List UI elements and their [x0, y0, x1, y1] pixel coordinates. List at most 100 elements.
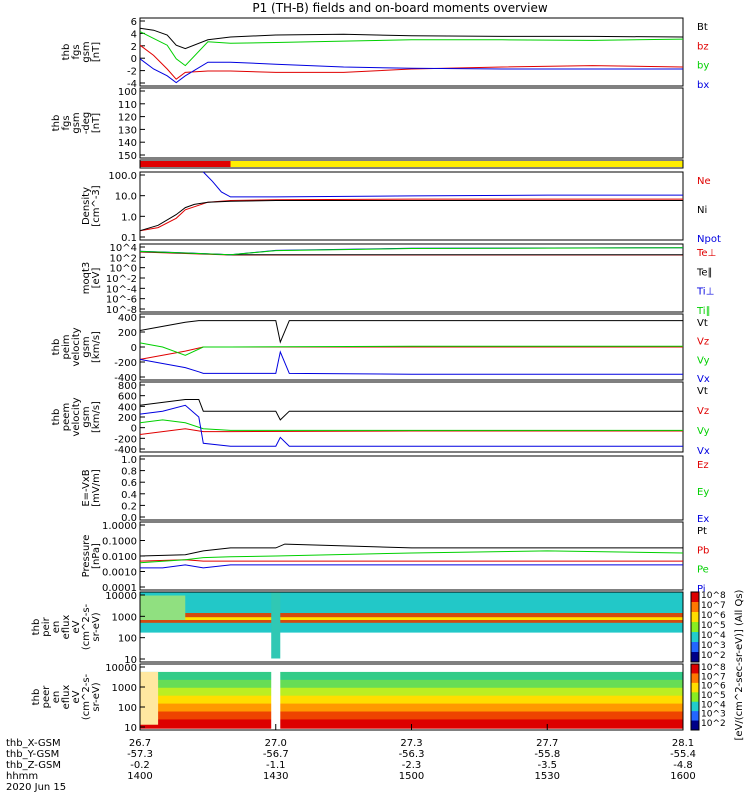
colorbar-tick-label: 10^3 [701, 710, 726, 720]
y-axis-label: fgs [61, 115, 72, 130]
colorbar-segment [691, 720, 699, 731]
legend-entry: Ni [697, 205, 707, 216]
legend-entry: Vx [697, 374, 710, 385]
y-tick-label: -400 [114, 445, 137, 456]
colorbar-tick-label: 10^7 [701, 672, 726, 682]
y-tick-label: 10^4 [110, 243, 137, 254]
y-tick-label: 10000 [105, 663, 137, 674]
y-axis-label: [mV/m] [91, 469, 102, 507]
y-axis-label: en [51, 691, 62, 704]
spectrogram-band [140, 703, 683, 713]
ephemeris-value: -1.1 [266, 760, 286, 771]
y-tick-label: 100 [118, 703, 137, 714]
y-tick-label: 150 [118, 151, 137, 162]
series-Vt [139, 320, 683, 344]
y-tick-label: 10.0 [115, 192, 137, 203]
y-tick-label: 110 [118, 100, 137, 111]
colorbar-label: [eV/(cm^2-sec-sr-eV)] (All Qs) [734, 589, 745, 740]
y-tick-label: 6 [131, 17, 137, 28]
colorbar-segment [691, 664, 699, 674]
series-Vy [139, 419, 683, 431]
y-axis-label: en [51, 621, 62, 634]
ephemeris-value: -56.3 [399, 749, 425, 760]
y-axis-label: (cm^2-s- [81, 673, 92, 720]
y-axis-label: [eV] [91, 268, 102, 289]
y-tick-label: 10^0 [110, 264, 137, 275]
ephemeris-value: 27.7 [536, 738, 558, 749]
spectrogram-band [140, 592, 683, 633]
legend-entry: Vz [697, 337, 709, 348]
y-axis-label: thb [51, 339, 62, 356]
y-tick-label: -2 [127, 67, 137, 78]
y-tick-label: 10000 [105, 591, 137, 602]
legend-entry: Te∥ [696, 267, 713, 278]
panel-frame [139, 159, 684, 169]
ephemeris-value: 27.0 [265, 738, 287, 749]
y-tick-label: 1.0 [121, 455, 137, 466]
colorbar-segment [691, 612, 699, 623]
legend-entry: Pt [697, 526, 707, 537]
y-tick-label: 10^2 [110, 253, 137, 264]
y-tick-label: 130 [118, 125, 137, 136]
series-Pe [139, 550, 684, 564]
colorbar-segment [691, 692, 699, 703]
series-Vy [139, 342, 683, 356]
y-tick-label: 400 [118, 402, 137, 413]
colorbar-segment [691, 632, 699, 643]
spectrogram-band [140, 711, 683, 721]
colorbar-frame [690, 663, 700, 731]
panel-frame [139, 381, 684, 453]
y-tick-label: 0.1 [121, 233, 137, 244]
y-tick-label: 600 [118, 392, 137, 403]
y-tick-label: 10 [124, 655, 137, 666]
y-axis-label: gsm [81, 336, 92, 357]
y-axis-label: E=-VxB [81, 469, 92, 506]
colorbar-segment [691, 642, 699, 653]
colorbar-tick-label: 10^4 [701, 631, 726, 641]
panel-peir_spec: 10000 1000 100 10 thb peir en eflux eV (cm^2-s-sr… [31, 591, 684, 666]
legend-entry: bx [697, 80, 709, 91]
colorbar-segment [691, 701, 699, 712]
colorbar-segment [691, 711, 699, 722]
y-tick-label: 0.0 [121, 513, 137, 524]
ephemeris-row-label: thb_Z-GSM [6, 760, 61, 771]
colorbar-tick-label: 10^2 [701, 719, 726, 729]
panel-frame [139, 455, 684, 521]
y-tick-label: 140 [118, 138, 137, 149]
y-tick-label: 120 [118, 113, 137, 124]
colorbar-tick-label: 10^4 [701, 700, 726, 710]
panel-mode [139, 159, 684, 169]
colorbar-tick-label: 10^6 [701, 611, 726, 621]
y-tick-label: 0.0100 [102, 552, 137, 563]
y-tick-label: 10^-2 [106, 274, 137, 285]
series-Pt [139, 543, 683, 557]
ephemeris-row-label: 2020 Jun 15 [6, 782, 66, 793]
y-tick-label: 0.6 [121, 478, 137, 489]
y-axis-label: gsm [81, 41, 92, 62]
legend-entry: Bt [697, 22, 708, 33]
panel-density: 100.0 10.0 1.0 0.1 Density [cm^-3] Ne Ni Npot [81, 171, 721, 245]
ephemeris-value: 1400 [127, 771, 152, 782]
colorbar-tick-label: 10^5 [701, 621, 726, 631]
legend-entry: Vy [697, 355, 710, 366]
y-tick-label: 0 [131, 424, 137, 435]
y-axis-label: peem [61, 403, 72, 431]
y-axis-label: gsm [81, 406, 92, 427]
legend-entry: Pe [697, 565, 709, 576]
y-axis-label: velocity [71, 397, 82, 436]
y-tick-label: 1.0 [121, 212, 137, 223]
ephemeris-value: 27.3 [400, 738, 422, 749]
y-axis-label: thb [51, 115, 62, 132]
series-Ni [139, 200, 683, 232]
y-tick-label: 0.1000 [102, 537, 137, 548]
y-tick-label: 100 [118, 87, 137, 98]
y-tick-label: 2 [131, 42, 137, 53]
panel-frame [139, 591, 684, 663]
y-axis-label: eflux [61, 685, 72, 710]
y-axis-label: peir [41, 616, 52, 636]
ephemeris-value: -0.2 [130, 760, 150, 771]
y-axis-label: moqt3 [81, 262, 92, 295]
ephemeris-value: 1530 [535, 771, 560, 782]
ephemeris-value: 26.7 [129, 738, 151, 749]
colorbar-tick-label: 10^6 [701, 682, 726, 692]
